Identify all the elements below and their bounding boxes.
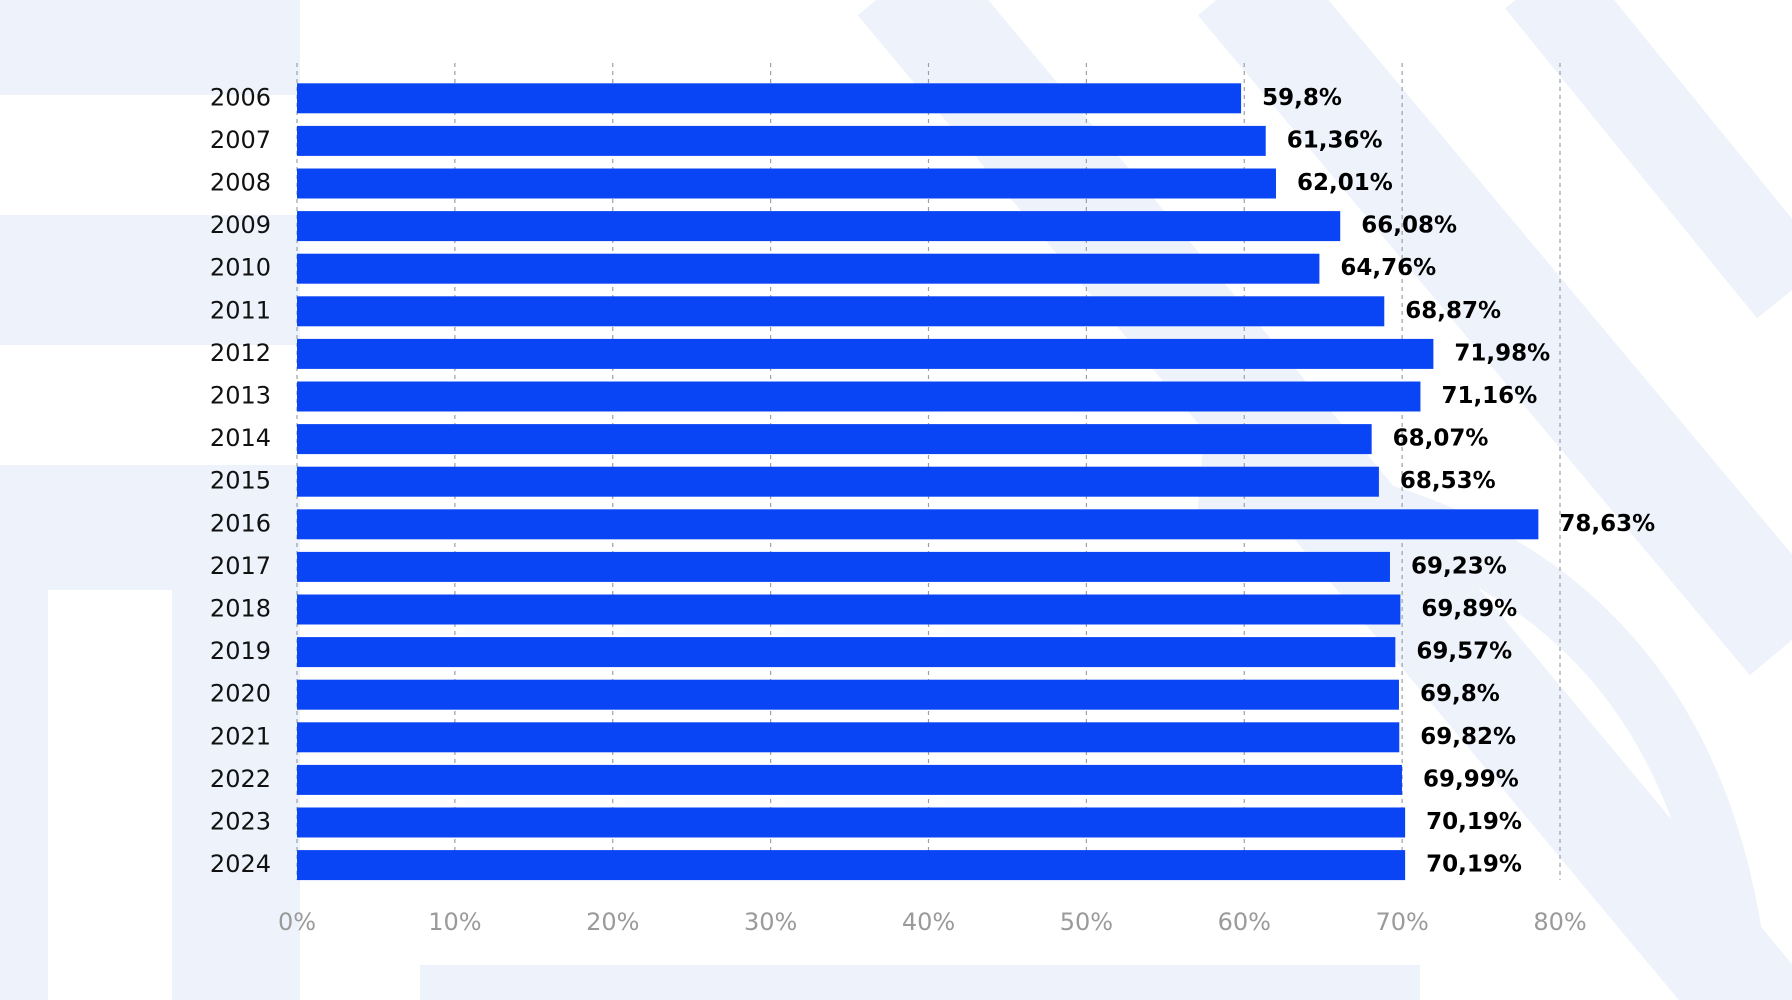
x-tick-label: 60% [1218,908,1271,936]
y-tick-label: 2009 [210,211,271,239]
bar [297,211,1341,242]
bar [297,509,1539,540]
bar [297,679,1399,710]
value-label: 70,19% [1426,852,1522,878]
bar [297,551,1390,582]
x-tick-label: 10% [428,908,481,936]
y-tick-label: 2021 [210,722,271,750]
bg-arc [1197,450,1770,1000]
y-tick-label: 2008 [210,169,271,197]
x-tick-label: 50% [1060,908,1113,936]
y-tick-label: 2024 [210,850,271,878]
y-tick-label: 2012 [210,339,271,367]
y-tick-label: 2013 [210,382,271,410]
x-tick-label: 30% [744,908,797,936]
value-label: 70,19% [1426,809,1522,835]
value-label: 62,01% [1297,170,1393,196]
bar [297,381,1421,412]
value-label: 66,08% [1361,213,1457,239]
value-label: 69,23% [1411,553,1507,579]
value-label: 71,98% [1454,340,1550,366]
bar [297,338,1434,369]
value-label: 69,99% [1423,766,1519,792]
bg-stripe [1505,0,1792,319]
bg-shape [0,215,300,345]
bar [297,764,1402,795]
value-label: 69,8% [1420,681,1500,707]
bar [297,466,1379,497]
x-tick-label: 40% [902,908,955,936]
value-label: 69,89% [1421,596,1517,622]
y-tick-label: 2014 [210,424,271,452]
bar [297,637,1396,668]
y-tick-label: 2011 [210,296,271,324]
value-label: 68,07% [1393,426,1489,452]
y-tick-label: 2023 [210,808,271,836]
value-label: 59,8% [1262,85,1342,111]
value-label: 68,87% [1405,298,1501,324]
bar [297,168,1276,199]
bar [297,850,1406,881]
x-tick-label: 20% [586,908,639,936]
y-tick-label: 2015 [210,467,271,495]
bar [297,807,1406,838]
y-tick-label: 2007 [210,126,271,154]
y-tick-label: 2017 [210,552,271,580]
bg-shape [420,965,1420,1000]
y-tick-label: 2019 [210,637,271,665]
bg-shape [0,0,300,95]
value-label: 78,63% [1559,511,1655,537]
y-tick-label: 2018 [210,595,271,623]
bg-shape [0,590,48,1000]
bar [297,722,1400,753]
bar [297,424,1372,455]
value-label: 69,82% [1420,724,1516,750]
bar [297,125,1266,156]
x-tick-label: 80% [1533,908,1586,936]
y-tick-label: 2016 [210,509,271,537]
value-label: 61,36% [1287,127,1383,153]
y-tick-label: 2022 [210,765,271,793]
x-tick-label: 70% [1375,908,1428,936]
bar [297,83,1242,114]
bg-shape [0,465,300,590]
bar [297,296,1385,327]
value-label: 71,16% [1441,383,1537,409]
value-label: 64,76% [1340,255,1436,281]
bg-stripe [1197,0,1792,676]
value-label: 68,53% [1400,468,1496,494]
bg-shape [172,590,300,1000]
x-tick-label: 0% [278,908,316,936]
y-tick-label: 2006 [210,83,271,111]
value-label: 69,57% [1416,639,1512,665]
plot-area: 0% 10% 20% 30% 40% 50% 60% 70% 80% 2006 59,8% 2007 6… [210,63,1655,936]
y-tick-label: 2010 [210,254,271,282]
bar [297,253,1320,284]
y-tick-label: 2020 [210,680,271,708]
bar [297,594,1401,625]
